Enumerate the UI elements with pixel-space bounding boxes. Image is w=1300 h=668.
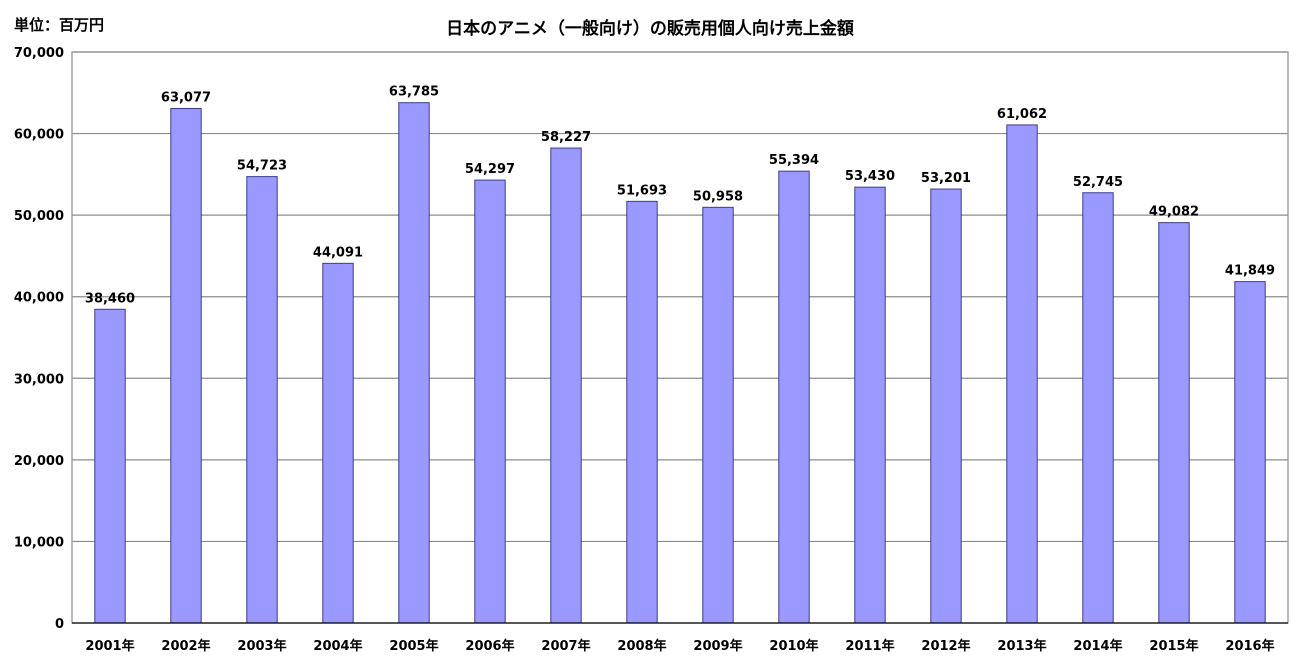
data-label: 38,460 <box>85 291 135 306</box>
data-label: 44,091 <box>313 245 363 260</box>
data-label: 50,958 <box>693 189 743 204</box>
x-tick-label: 2003年 <box>237 638 286 654</box>
bar <box>1158 222 1190 624</box>
x-tick-label: 2007年 <box>541 638 590 654</box>
bar <box>930 188 962 624</box>
bar <box>1234 281 1266 624</box>
x-tick-label: 2012年 <box>921 638 970 654</box>
bars <box>94 102 1266 624</box>
data-label: 53,201 <box>921 171 971 186</box>
chart-title: 日本のアニメ（一般向け）の販売用個人向け売上金額 <box>446 19 854 39</box>
bar <box>322 262 354 624</box>
bar <box>1006 124 1038 624</box>
y-tick-label: 50,000 <box>14 209 64 224</box>
labels: 0 10,000 20,000 30,000 40,000 50,000 60,000 70,… <box>14 46 1275 654</box>
data-label: 58,227 <box>541 130 591 145</box>
y-tick-label: 40,000 <box>14 291 64 306</box>
data-label: 63,077 <box>161 90 211 105</box>
data-label: 41,849 <box>1225 264 1275 279</box>
data-label: 55,394 <box>769 153 819 168</box>
x-tick-label: 2014年 <box>1073 638 1122 654</box>
x-tick-label: 2005年 <box>389 638 438 654</box>
x-tick-label: 2002年 <box>161 638 210 654</box>
y-tick-label: 30,000 <box>14 372 64 387</box>
y-tick-label: 60,000 <box>14 128 64 143</box>
x-tick-label: 2008年 <box>617 638 666 654</box>
axes <box>71 51 1289 624</box>
x-tick-label: 2011年 <box>845 638 894 654</box>
data-label: 54,297 <box>465 162 515 177</box>
bar <box>94 308 126 624</box>
bar <box>626 200 658 624</box>
bar <box>550 147 582 624</box>
x-tick-label: 2013年 <box>997 638 1046 654</box>
bar <box>474 179 506 624</box>
bar <box>778 170 810 624</box>
y-tick-label: 10,000 <box>14 535 64 550</box>
data-label: 51,693 <box>617 183 667 198</box>
data-label: 54,723 <box>237 159 287 174</box>
bar <box>854 186 886 624</box>
bar <box>702 206 734 624</box>
x-tick-label: 2006年 <box>465 638 514 654</box>
data-label: 49,082 <box>1149 205 1199 220</box>
unit-label: 単位：百万円 <box>14 16 105 34</box>
x-tick-label: 2001年 <box>85 638 134 654</box>
bar <box>170 107 202 624</box>
data-label: 61,062 <box>997 107 1047 122</box>
bar <box>1082 192 1114 624</box>
x-tick-label: 2010年 <box>769 638 818 654</box>
y-tick-label: 70,000 <box>14 46 64 61</box>
bar <box>246 176 278 624</box>
x-tick-label: 2004年 <box>313 638 362 654</box>
x-tick-label: 2009年 <box>693 638 742 654</box>
y-tick-label: 0 <box>55 617 64 632</box>
data-label: 52,745 <box>1073 175 1123 190</box>
x-tick-label: 2016年 <box>1225 638 1274 654</box>
data-label: 53,430 <box>845 169 895 184</box>
x-tick-label: 2015年 <box>1149 638 1198 654</box>
data-label: 63,785 <box>389 85 439 100</box>
y-tick-label: 20,000 <box>14 454 64 469</box>
bar <box>398 102 430 624</box>
